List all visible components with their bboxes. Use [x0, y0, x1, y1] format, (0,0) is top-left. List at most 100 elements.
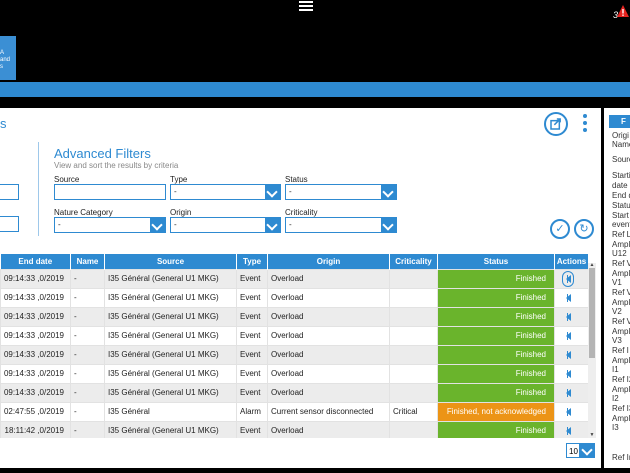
col-name[interactable]: Name	[70, 254, 105, 269]
cell-status: Finished	[437, 287, 555, 308]
cell-name: -	[70, 325, 105, 346]
cell-name: -	[70, 363, 105, 384]
cell-origin: Overload	[267, 382, 390, 403]
cell-criticality	[389, 287, 438, 308]
export-button[interactable]	[544, 112, 568, 136]
cell-actions	[554, 401, 588, 422]
details-arrow-icon[interactable]	[566, 407, 571, 416]
apply-filters-button[interactable]: ✓	[550, 219, 570, 239]
events-panel: s Advanced Filters View and sort the res…	[0, 108, 601, 468]
nature-label: Nature Category	[54, 208, 113, 217]
details-arrow-icon[interactable]	[566, 388, 571, 397]
col-type[interactable]: Type	[236, 254, 268, 269]
cell-name: -	[70, 382, 105, 403]
table-row[interactable]: 0/2019, 02:47:55- I35 Général Alarm Current…	[0, 401, 588, 422]
cell-source: I35 Général (General U1 MKG)	[104, 268, 237, 289]
cell-source: I35 Général (General U1 MKG)	[104, 420, 237, 438]
cell-origin: Overload	[267, 306, 390, 327]
origin-select[interactable]: -	[170, 217, 281, 233]
cell-actions	[554, 344, 588, 365]
cell-source: I35 Général (General U1 MKG)	[104, 287, 237, 308]
detail-label: Ref L	[612, 230, 630, 239]
detail-label: V2	[612, 307, 622, 316]
cell-source: I35 Général (General U1 MKG)	[104, 363, 237, 384]
module-tile[interactable]: A and s	[0, 36, 16, 80]
detail-label: Origi	[612, 131, 629, 140]
menu-icon[interactable]	[299, 1, 313, 12]
table-row[interactable]: 0/2019, 09:14:33- I35 Général (General U1…	[0, 363, 588, 384]
date-from-input[interactable]	[0, 184, 19, 200]
details-arrow-icon[interactable]	[566, 369, 571, 378]
origin-value: -	[174, 220, 177, 229]
chevron-down-icon	[580, 443, 595, 458]
cell-name: -	[70, 420, 105, 438]
cell-actions	[554, 306, 588, 327]
cell-name: -	[70, 287, 105, 308]
cell-type: Event	[236, 344, 268, 365]
table-row[interactable]: 0/2019, 09:14:33- I35 Général (General U1…	[0, 382, 588, 403]
cell-status: Finished	[437, 382, 555, 403]
reset-filters-button[interactable]: ↻	[574, 219, 594, 239]
cell-name: -	[70, 306, 105, 327]
more-options-icon[interactable]	[582, 114, 588, 136]
date-to-input[interactable]	[0, 216, 19, 232]
table-row[interactable]: 0/2019, 09:14:33- I35 Général (General U1…	[0, 344, 588, 365]
table-scrollbar[interactable]: ▲ ▼	[588, 263, 596, 438]
cell-status: Finished	[437, 363, 555, 384]
detail-label: Ampli	[612, 269, 630, 278]
cell-criticality	[389, 344, 438, 365]
chevron-down-icon	[150, 217, 166, 233]
scroll-thumb[interactable]	[589, 268, 595, 358]
cell-name: -	[70, 344, 105, 365]
type-value: -	[174, 187, 177, 196]
details-arrow-icon[interactable]	[566, 331, 571, 340]
cell-end-date: 0/2019, 09:14:33	[0, 344, 71, 365]
filters-subtitle: View and sort the results by criteria	[54, 161, 179, 170]
criticality-select[interactable]: -	[285, 217, 397, 233]
table-row[interactable]: 0/2019, 09:14:33- I35 Général (General U1…	[0, 325, 588, 346]
cell-type: Alarm	[236, 401, 268, 422]
table-row[interactable]: 0/2019, 09:14:33- I35 Général (General U1…	[0, 287, 588, 308]
detail-label: End d	[612, 191, 630, 200]
scroll-down-arrow[interactable]: ▼	[589, 432, 595, 438]
nature-select[interactable]: -	[54, 217, 166, 233]
page-size-select[interactable]: 10	[566, 443, 596, 458]
source-input[interactable]	[54, 184, 166, 200]
col-source[interactable]: Source	[104, 254, 237, 269]
alert-count: 3	[612, 10, 618, 20]
table-row[interactable]: 0/2019, 09:14:33- I35 Général (General U1…	[0, 306, 588, 327]
details-arrow-icon[interactable]	[566, 426, 571, 435]
warning-icon[interactable]	[616, 4, 630, 18]
type-select[interactable]: -	[170, 184, 281, 200]
col-origin[interactable]: Origin	[267, 254, 390, 269]
col-status[interactable]: Status	[437, 254, 555, 269]
cell-source: I35 Général (General U1 MKG)	[104, 325, 237, 346]
detail-label: Start	[612, 211, 629, 220]
scroll-up-arrow[interactable]: ▲	[589, 262, 595, 268]
table-header-row: End date Name Source Type Origin Critica…	[0, 254, 588, 269]
cell-origin: Overload	[267, 325, 390, 346]
col-end-date[interactable]: End date	[0, 254, 71, 269]
cell-end-date: 0/2019, 09:14:33	[0, 363, 71, 384]
cell-end-date: 0/2019, 09:14:33	[0, 268, 71, 289]
detail-label: U12	[612, 249, 627, 258]
details-arrow-icon[interactable]	[566, 274, 571, 283]
cell-origin: Current sensor disconnected	[267, 401, 390, 422]
table-row[interactable]: 0/2019, 18:11:42- I35 Général (General U1…	[0, 420, 588, 438]
status-select[interactable]: -	[285, 184, 397, 200]
top-bar: 3	[0, 0, 630, 36]
criticality-label: Criticality	[285, 208, 318, 217]
table-row[interactable]: 0/2019, 09:14:33- I35 Général (General U1…	[0, 268, 588, 289]
col-criticality[interactable]: Criticality	[389, 254, 438, 269]
cell-type: Event	[236, 306, 268, 327]
type-label: Type	[170, 175, 188, 184]
cell-end-date: 0/2019, 18:11:42	[0, 420, 71, 438]
cell-criticality	[389, 306, 438, 327]
page-size-value: 10	[566, 443, 580, 458]
details-arrow-icon[interactable]	[566, 293, 571, 302]
cell-status: Finished	[437, 268, 555, 289]
nature-value: -	[58, 220, 61, 229]
details-arrow-icon[interactable]	[566, 312, 571, 321]
detail-label: Ref I2	[612, 375, 630, 384]
details-arrow-icon[interactable]	[566, 350, 571, 359]
